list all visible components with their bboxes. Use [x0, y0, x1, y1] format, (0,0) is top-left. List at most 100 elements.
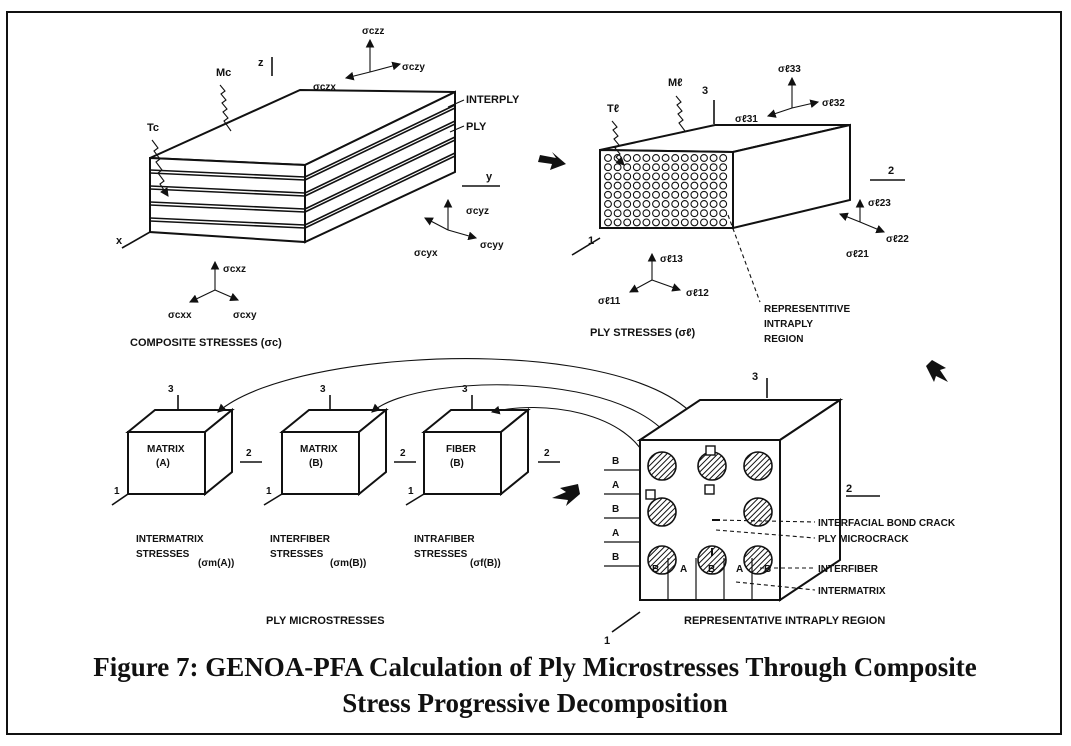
callout-interfacial-bond-crack: INTERFACIAL BOND CRACK — [818, 518, 956, 529]
box-b-symbol: (σm(B)) — [330, 558, 366, 569]
fiber-dot — [613, 209, 622, 218]
fiber-dot — [680, 218, 689, 227]
ply-side-stress-glyph — [838, 198, 886, 234]
label-ply: PLY — [466, 121, 487, 133]
box-a-axis-2: 2 — [246, 448, 252, 459]
region-fiber — [697, 451, 727, 481]
composite-laminate — [149, 88, 456, 244]
region-row-label: A — [612, 480, 619, 491]
fiber-dot — [671, 209, 680, 218]
figure-caption-line1: Figure 7: GENOA-PFA Calculation of Ply M… — [93, 652, 976, 682]
fiber-dot — [661, 190, 670, 199]
fiber-dot — [632, 218, 641, 227]
label-s-cyx: σcyx — [414, 248, 438, 259]
composite-top-stress-glyph — [344, 38, 402, 81]
fiber-dot — [700, 209, 708, 218]
fiber-dot — [613, 190, 622, 199]
laminate-ply-lines — [149, 104, 456, 229]
fiber-dot — [661, 172, 670, 181]
fiber-dot — [709, 218, 718, 227]
label-s-czx: σczx — [313, 82, 336, 93]
fiber-dot — [709, 209, 718, 218]
fiber-dot — [652, 218, 660, 227]
fiber-dot — [700, 163, 708, 172]
fiber-dot — [671, 163, 680, 172]
fiber-dot — [652, 190, 660, 199]
label-interply: INTERPLY — [466, 94, 520, 106]
fiber-dot — [680, 209, 689, 218]
region-fiber — [743, 451, 773, 481]
label-s-l31: σℓ31 — [735, 114, 758, 125]
arrow-to-region — [926, 360, 948, 382]
ply-axis-1: 1 — [588, 235, 594, 247]
ply-stresses-label: PLY STRESSES (σℓ) — [590, 327, 696, 339]
fiber-dot — [661, 154, 670, 162]
callout-ply-microcrack: PLY MICROCRACK — [818, 534, 909, 545]
composite-axis-z: z — [258, 57, 264, 69]
fiber-dot — [652, 163, 660, 172]
fiber-dot — [661, 163, 670, 172]
fiber-dot — [690, 154, 699, 162]
region-col-label: A — [680, 564, 687, 575]
region-row-label: B — [612, 504, 619, 515]
fiber-dot — [680, 181, 689, 190]
composite-axis-x: x — [116, 235, 123, 247]
label-s-cyz: σcyz — [466, 206, 489, 217]
fiber-dot — [690, 190, 699, 199]
label-s-czz: σczz — [362, 26, 384, 37]
figure-caption-line2: Stress Progressive Decomposition — [342, 688, 727, 718]
fiber-dot — [719, 154, 728, 162]
region-note-2: INTRAPLY — [764, 319, 813, 330]
fiber-dot — [671, 200, 680, 208]
representative-region-label: REPRESENTATIVE INTRAPLY REGION — [684, 615, 885, 627]
fiber-dot — [604, 163, 612, 172]
region-fiber — [743, 497, 773, 527]
fiber-dot — [709, 154, 718, 162]
fiber-dot — [604, 181, 612, 190]
fiber-dot — [719, 209, 728, 218]
region-fiber — [743, 545, 773, 575]
label-s-cxy: σcxy — [233, 310, 257, 321]
fiber-dot — [700, 172, 708, 181]
region-axis-1: 1 — [604, 635, 610, 647]
region-fibers — [647, 451, 773, 575]
box-c-caption-2: STRESSES — [414, 549, 468, 560]
label-s-l21: σℓ21 — [846, 249, 869, 260]
ply-axis-2: 2 — [888, 165, 894, 177]
fiber-dot — [680, 163, 689, 172]
fiber-dot — [661, 209, 670, 218]
ply-axis-3: 3 — [702, 85, 708, 97]
fiber-dot — [709, 163, 718, 172]
fiber-dot — [623, 190, 632, 199]
box-b-caption-1: INTERFIBER — [270, 534, 331, 545]
box-b-sub: (B) — [309, 458, 323, 469]
fiber-dot — [642, 218, 651, 227]
fiber-dot — [623, 172, 632, 181]
arrow-to-microstresses — [552, 484, 580, 506]
fiber-dot — [632, 163, 641, 172]
label-s-l32: σℓ32 — [822, 98, 845, 109]
fiber-dot — [613, 181, 622, 190]
box-c-axis-2: 2 — [544, 448, 550, 459]
box-a-title: MATRIX — [147, 444, 185, 455]
ply-load-T: Tℓ — [607, 103, 619, 115]
callout-intermatrix: INTERMATRIX — [818, 586, 886, 597]
composite-side-stress-glyph — [424, 198, 478, 241]
box-c-axis-3: 3 — [462, 384, 468, 395]
fiber-dot — [652, 181, 660, 190]
fiber-dot — [613, 218, 622, 227]
fiber-dot — [690, 218, 699, 227]
fiber-dot — [642, 163, 651, 172]
fiber-dot — [709, 200, 718, 208]
box-c-caption-1: INTRAFIBER — [414, 534, 475, 545]
fiber-dot — [661, 218, 670, 227]
fiber-dot — [690, 172, 699, 181]
fiber-dot — [623, 154, 632, 162]
micro-box-fiber-b: FIBER (B) 3 2 1 INTRAFIBER STRESSES (σf(… — [405, 384, 560, 569]
fiber-dot — [671, 154, 680, 162]
fiber-dot — [671, 190, 680, 199]
fiber-dot — [719, 172, 728, 181]
fiber-dot — [604, 154, 612, 162]
fiber-dot — [719, 190, 728, 199]
